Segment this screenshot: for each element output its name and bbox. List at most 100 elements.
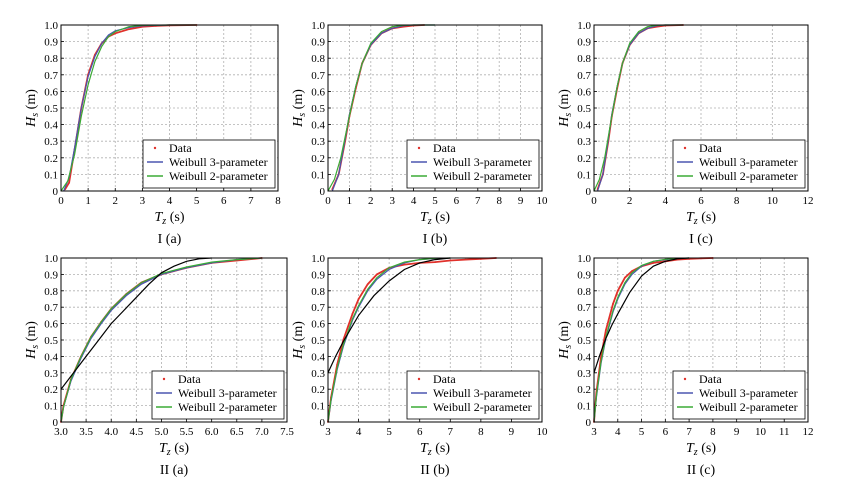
x-tick-label: 3.0 (54, 426, 68, 438)
y-tick-label: 0.3 (577, 136, 591, 148)
x-tick-label: 2 (368, 195, 374, 207)
x-tick-label: 7 (686, 426, 692, 438)
x-tick-label: 5 (386, 426, 392, 438)
y-axis-label: Hs (m) (24, 89, 41, 128)
plot-frame (327, 257, 543, 423)
x-tick-label: 6 (417, 426, 423, 438)
x-tick-label: 9 (734, 426, 740, 438)
y-tick-label: 0.9 (311, 37, 325, 49)
legend-label: Weibull 3-parameter (699, 155, 798, 169)
legend-marker-data (417, 146, 421, 150)
y-tick-label: 0.8 (577, 53, 591, 65)
y-tick-label: 0.1 (44, 169, 58, 181)
legend-label: Weibull 2-parameter (169, 169, 268, 183)
y-tick-label: 0.8 (311, 286, 325, 298)
x-axis-label: Tz (s) (420, 441, 450, 458)
x-axis-label: Tz (s) (420, 210, 450, 227)
chart-panel: 0 2 4 6 8 10 12 0 0.1 0.2 0.3 0.4 0.5 0.6 0.7 0.8 0.9 1.0… (557, 20, 814, 247)
y-tick-label: 0.4 (577, 351, 591, 363)
data-point (68, 181, 71, 184)
x-tick-label: 11 (779, 426, 790, 438)
y-tick-label: 1.0 (311, 20, 325, 32)
legend-box (672, 370, 806, 420)
x-tick-label: 7 (448, 426, 454, 438)
x-tick-label: 3.5 (79, 426, 93, 438)
x-tick-label: 10 (755, 426, 767, 438)
y-tick-label: 0.2 (577, 153, 591, 165)
y-axis-label: Hs (m) (291, 321, 308, 360)
legend-label: Weibull 3-parameter (178, 386, 277, 400)
x-tick-label: 9 (518, 195, 524, 207)
y-tick-label: 0.9 (577, 37, 591, 49)
legend-marker-data (683, 377, 687, 381)
y-tick-label: 0.3 (311, 136, 325, 148)
data-point (631, 270, 633, 273)
x-tick-label: 4 (356, 426, 362, 438)
y-tick-label: 0.7 (44, 302, 58, 314)
y-tick-label: 0.5 (311, 103, 325, 115)
y-tick-label: 0.3 (577, 368, 591, 380)
x-tick-label: 0 (591, 195, 597, 207)
x-tick-label: 3 (140, 195, 146, 207)
y-tick-label: 0.7 (44, 70, 58, 82)
x-tick-label: 6 (698, 195, 704, 207)
y-tick-label: 0.9 (577, 269, 591, 281)
plot-frame (60, 24, 279, 192)
legend-label: Weibull 3-parameter (699, 386, 798, 400)
y-tick-label: 0.2 (577, 384, 591, 396)
x-tick-label: 8 (496, 195, 502, 207)
y-tick-label: 0.9 (44, 37, 58, 49)
y-tick-label: 1.0 (577, 20, 591, 32)
y-tick-label: 0.5 (577, 335, 591, 347)
y-tick-label: 0.2 (311, 384, 325, 396)
legend-label: Weibull 2-parameter (433, 169, 532, 183)
x-tick-label: 2 (627, 195, 633, 207)
y-tick-label: 0.3 (44, 136, 58, 148)
x-tick-label: 2 (113, 195, 119, 207)
y-tick-label: 0.6 (44, 86, 58, 98)
data-point (464, 258, 467, 261)
y-tick-label: 0.1 (44, 401, 58, 413)
y-tick-label: 0.4 (577, 120, 591, 132)
legend-label: Data (433, 372, 456, 386)
fit-series-line (60, 257, 262, 423)
fit-series-line (60, 257, 262, 423)
x-tick-label: 4 (167, 195, 173, 207)
x-tick-label: 6 (454, 195, 460, 207)
chart-panel: 3 4 5 6 7 8 9 10 11 12 0 0.1 0.2 0.3 0.4 0.5 0.6 0.7 0.8 0.… (557, 253, 814, 478)
legend-label: Data (699, 372, 722, 386)
data-point (357, 298, 360, 300)
y-tick-label: 0.8 (44, 286, 58, 298)
chart-panel: 0 1 2 3 4 5 6 7 8 0 0.1 0.2 0.3 0.4 0.5 0.6 0.7 0.8 0.9 1.0… (24, 20, 281, 247)
x-tick-label: 5 (194, 195, 200, 207)
legend-label: Data (699, 141, 722, 155)
x-tick-label: 5 (639, 426, 645, 438)
x-tick-label: 4.5 (129, 426, 143, 438)
x-tick-label: 8 (275, 195, 281, 207)
x-tick-label: 8 (478, 426, 484, 438)
x-tick-label: 7 (475, 195, 481, 207)
y-tick-label: 0.4 (44, 351, 58, 363)
y-tick-label: 0 (320, 417, 326, 429)
plot-frame (327, 24, 543, 192)
legend-box (142, 139, 276, 189)
panel-caption: II (a) (160, 463, 189, 478)
y-tick-label: 0.7 (577, 302, 591, 314)
x-tick-label: 0 (58, 195, 64, 207)
legend-label: Weibull 3-parameter (433, 386, 532, 400)
y-tick-label: 0 (586, 417, 592, 429)
y-tick-label: 0.6 (311, 86, 325, 98)
y-tick-label: 0.6 (311, 319, 325, 331)
x-tick-label: 7.0 (255, 426, 269, 438)
panel-caption: I (c) (689, 232, 713, 247)
y-tick-label: 0.7 (311, 302, 325, 314)
data-point (351, 312, 354, 315)
x-axis-label: Tz (s) (686, 210, 716, 227)
x-tick-label: 5 (432, 195, 438, 207)
data-point (434, 261, 436, 263)
